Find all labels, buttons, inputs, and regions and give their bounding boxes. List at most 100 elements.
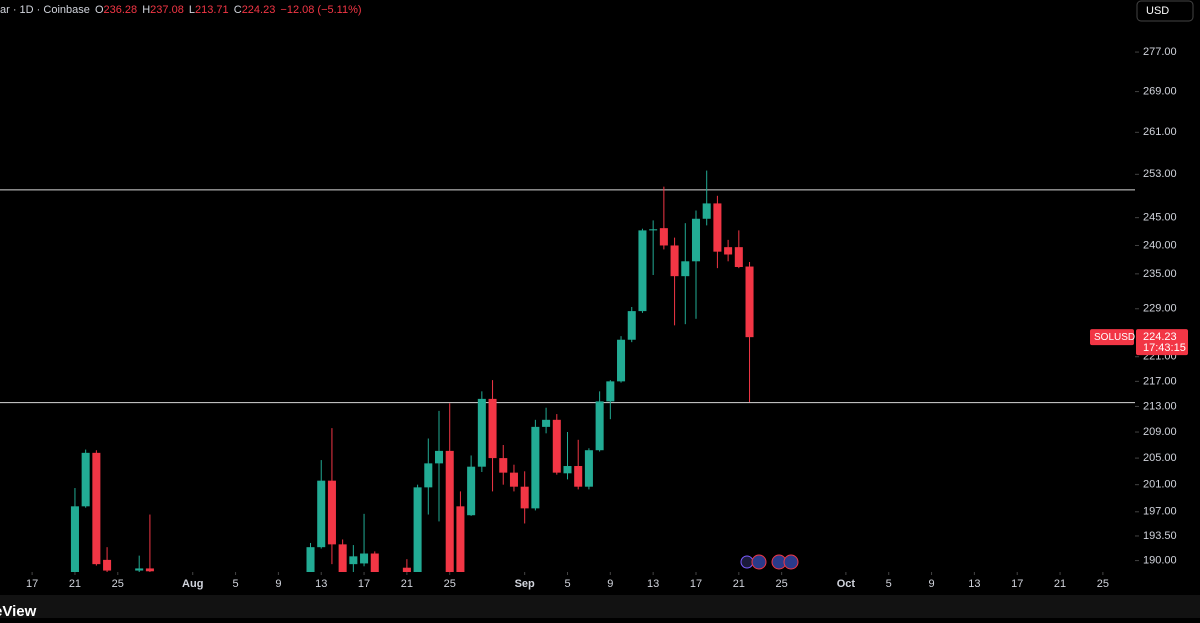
candle-body bbox=[670, 245, 679, 277]
price-tag-countdown: 17:43:15 bbox=[1143, 342, 1186, 354]
x-tick-label: 25 bbox=[1097, 578, 1109, 590]
x-tick-label: 21 bbox=[69, 578, 81, 590]
candle-body bbox=[70, 506, 79, 572]
candle-body bbox=[734, 247, 743, 267]
y-tick-label: 269.00 bbox=[1143, 85, 1177, 97]
x-tick-label: Oct bbox=[837, 578, 856, 590]
x-tick-label: 5 bbox=[564, 578, 570, 590]
header-high-label: H bbox=[142, 4, 150, 16]
header-low: 213.71 bbox=[195, 4, 229, 16]
x-tick-label: 9 bbox=[928, 578, 934, 590]
y-tick-label: 193.50 bbox=[1143, 530, 1177, 542]
candle-body bbox=[745, 266, 754, 338]
candle-body bbox=[638, 230, 647, 312]
candle-body bbox=[445, 450, 454, 572]
candle-body bbox=[649, 229, 658, 231]
price-tag bbox=[1136, 329, 1188, 356]
currency-button[interactable] bbox=[1136, 0, 1194, 22]
x-tick-label: 17 bbox=[690, 578, 702, 590]
x-tick-label: 25 bbox=[112, 578, 124, 590]
candle-body bbox=[349, 556, 358, 565]
candle-body bbox=[574, 466, 583, 487]
y-tick-label: 261.00 bbox=[1143, 126, 1177, 138]
header-high: 237.08 bbox=[150, 4, 184, 16]
candle-body bbox=[606, 381, 615, 402]
candle-body bbox=[520, 486, 529, 509]
y-tick-label: 229.00 bbox=[1143, 303, 1177, 315]
candle-body bbox=[681, 261, 690, 277]
header-close: 224.23 bbox=[242, 4, 276, 16]
plot-area bbox=[70, 170, 754, 572]
candle-body bbox=[103, 559, 112, 571]
header-open-label: O bbox=[95, 4, 104, 16]
header-symbol: ar · 1D · Coinbase bbox=[0, 4, 90, 16]
x-tick-label: 25 bbox=[776, 578, 788, 590]
candle-body bbox=[434, 450, 444, 464]
candle-body bbox=[509, 472, 518, 487]
candle-body bbox=[456, 506, 465, 572]
candle-body bbox=[135, 568, 144, 571]
candle-body bbox=[499, 458, 508, 473]
candle-body bbox=[627, 311, 636, 340]
x-tick-label: 13 bbox=[647, 578, 659, 590]
candle-body bbox=[542, 419, 551, 427]
x-tick-label: 21 bbox=[1054, 578, 1066, 590]
candle-body bbox=[145, 568, 154, 572]
symbol-tag-label: SOLUSD bbox=[1094, 332, 1135, 343]
candle-body bbox=[488, 398, 497, 459]
candle-body bbox=[81, 452, 90, 507]
candle-body bbox=[424, 463, 433, 488]
x-tick-label: 17 bbox=[26, 578, 38, 590]
y-tick-label: 253.00 bbox=[1143, 168, 1177, 180]
y-tick-label: 201.00 bbox=[1143, 479, 1177, 491]
header-close-label: C bbox=[234, 4, 242, 16]
candle-body bbox=[563, 466, 572, 474]
x-tick-label: 25 bbox=[444, 578, 456, 590]
footer-bar bbox=[0, 595, 1200, 618]
candle-body bbox=[659, 228, 668, 246]
candle-body bbox=[327, 480, 336, 545]
x-tick-label: 17 bbox=[1011, 578, 1023, 590]
x-tick-label: Aug bbox=[182, 578, 203, 590]
candle-body bbox=[360, 553, 369, 564]
candle-body bbox=[477, 398, 486, 467]
x-tick-label: 9 bbox=[275, 578, 281, 590]
x-tick-label: Sep bbox=[515, 578, 535, 590]
x-tick-label: 5 bbox=[233, 578, 239, 590]
candle-body bbox=[467, 466, 476, 516]
candle-body bbox=[713, 203, 722, 252]
candle-body bbox=[531, 426, 540, 509]
candle-body bbox=[617, 339, 626, 382]
y-tick-label: 213.00 bbox=[1143, 400, 1177, 412]
y-tick-label: 209.00 bbox=[1143, 426, 1177, 438]
header: ar · 1D · Coinbase O236.28 H237.08 L213.… bbox=[0, 4, 362, 16]
candle-body bbox=[595, 401, 604, 451]
y-tick-label: 240.00 bbox=[1143, 239, 1177, 251]
candle-body bbox=[370, 553, 379, 572]
symbol-tag bbox=[1090, 329, 1134, 346]
x-tick-label: 13 bbox=[315, 578, 327, 590]
candle-body bbox=[92, 452, 101, 565]
y-tick-label: 197.00 bbox=[1143, 506, 1177, 518]
candle-body bbox=[413, 487, 422, 572]
candle-body bbox=[338, 544, 347, 572]
header-change: −12.08 (−5.11%) bbox=[280, 4, 361, 16]
header-low-label: L bbox=[189, 4, 195, 16]
y-tick-label: 205.00 bbox=[1143, 452, 1177, 464]
event-icons bbox=[740, 554, 799, 570]
candle-body bbox=[306, 547, 315, 572]
x-tick-label: 17 bbox=[358, 578, 370, 590]
x-tick-label: 5 bbox=[886, 578, 892, 590]
x-tick-label: 9 bbox=[607, 578, 613, 590]
candle-body bbox=[584, 450, 593, 487]
candle-body bbox=[402, 567, 411, 572]
currency-label[interactable]: USD bbox=[1146, 5, 1169, 17]
footer-logo: eView bbox=[0, 603, 37, 618]
x-tick-label: 21 bbox=[733, 578, 745, 590]
y-tick-label: 217.00 bbox=[1143, 375, 1177, 387]
candle-body bbox=[317, 480, 326, 548]
y-tick-label: 235.00 bbox=[1143, 268, 1177, 280]
candle-body bbox=[724, 247, 733, 255]
